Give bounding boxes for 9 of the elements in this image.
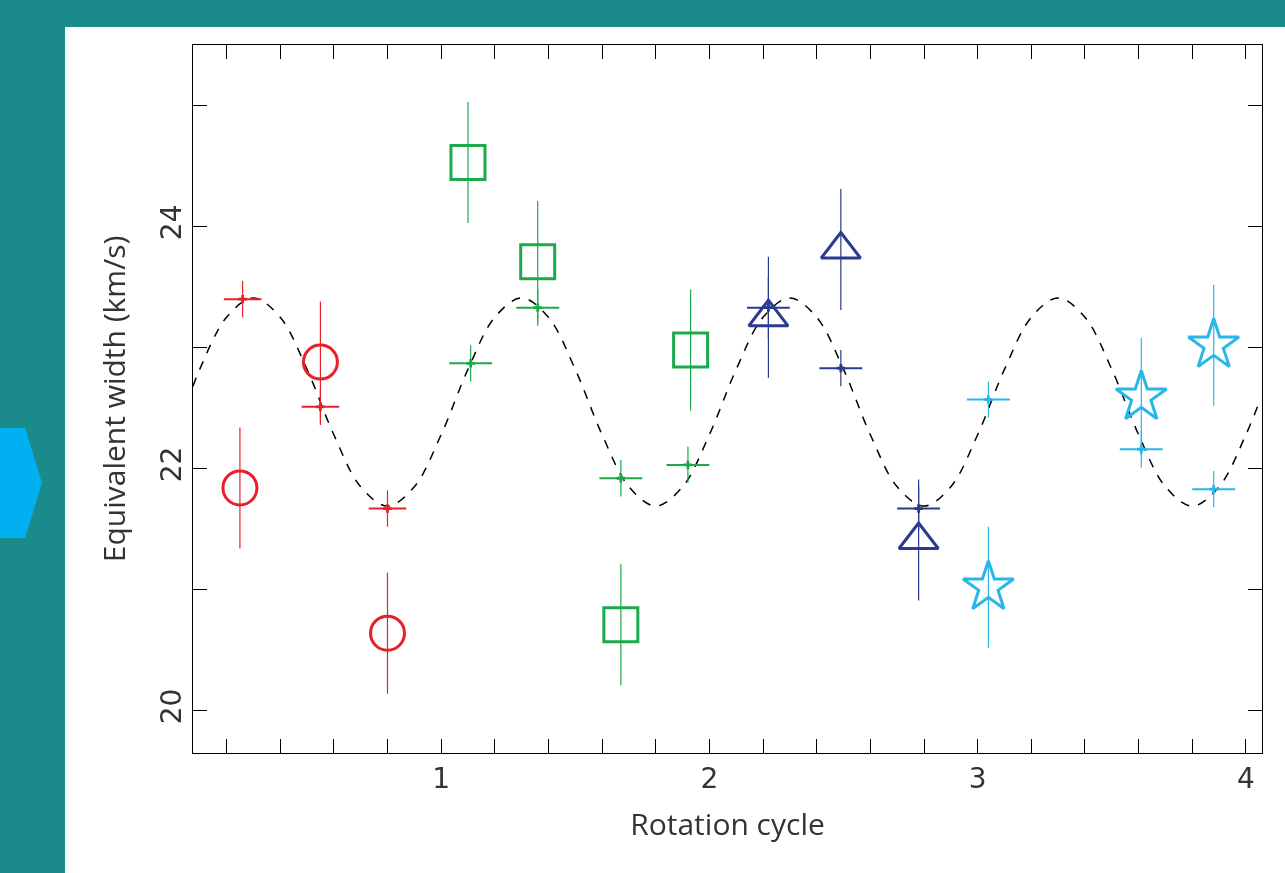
x-tick-label: 4 — [1236, 761, 1255, 795]
x-tick-label: 1 — [432, 761, 451, 795]
x-tick-label: 2 — [700, 761, 719, 795]
y-axis-title: Equivalent width (km/s) — [92, 235, 134, 563]
x-axis-title: Rotation cycle — [630, 803, 825, 845]
y-tick-label: 20 — [154, 688, 188, 725]
x-tick-label: 3 — [968, 761, 987, 795]
y-tick-label: 24 — [154, 204, 188, 241]
y-tick-label: 22 — [154, 446, 188, 483]
